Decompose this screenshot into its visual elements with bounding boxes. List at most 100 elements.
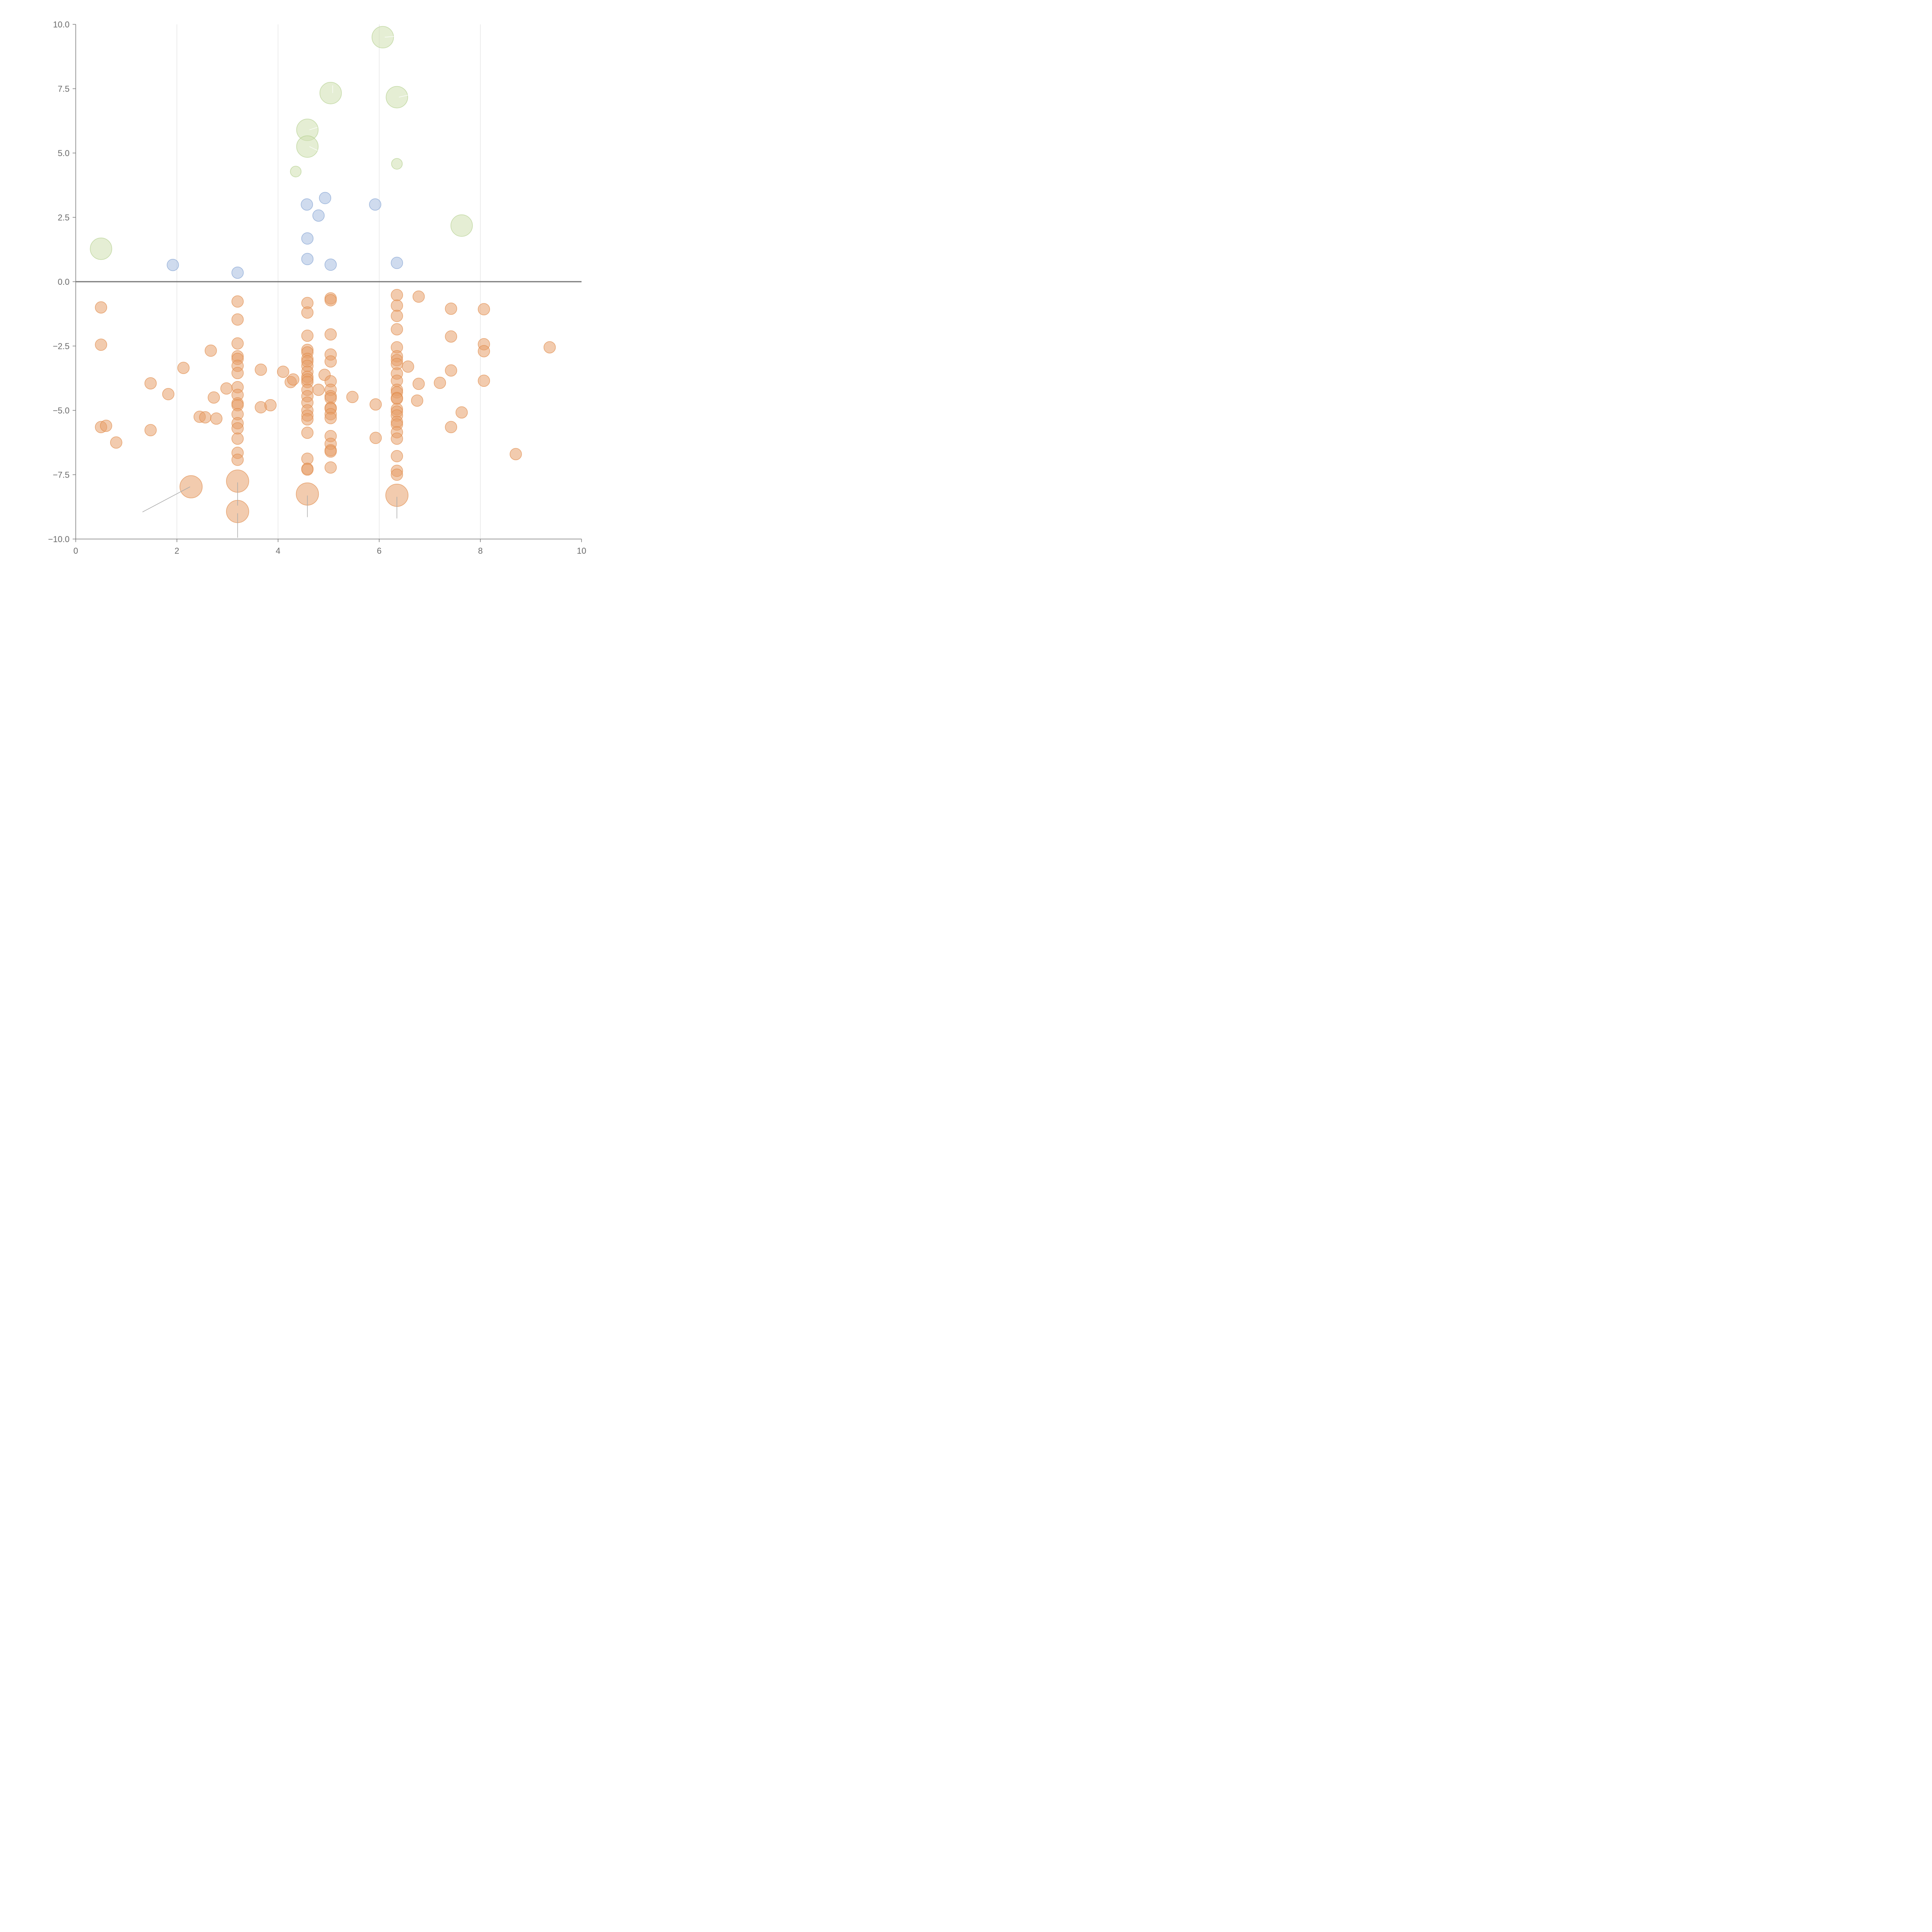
point-s0-107	[402, 361, 414, 373]
point-s0-120	[478, 374, 490, 387]
point-s0-34	[264, 399, 277, 412]
point-s0-60	[312, 383, 325, 396]
x-tick-label-4: 8	[478, 546, 483, 556]
y-tick-label-3: −2.5	[53, 342, 70, 351]
point-s1-0	[179, 475, 203, 498]
point-s0-3	[100, 420, 112, 432]
inner-stroke-3	[384, 36, 397, 38]
point-s0-0	[95, 301, 107, 314]
point-s0-121	[510, 448, 522, 460]
x-tick-label-0: 0	[73, 546, 78, 556]
point-s2-3	[301, 232, 314, 245]
point-s0-85	[391, 310, 403, 322]
point-s0-66	[324, 355, 337, 368]
point-s2-7	[324, 259, 337, 271]
point-s0-31	[231, 454, 244, 466]
point-s2-0	[167, 259, 179, 271]
point-s0-108	[411, 394, 423, 407]
point-s0-29	[231, 432, 244, 445]
point-s0-115	[445, 421, 457, 434]
point-s3-1	[391, 158, 403, 170]
point-s0-117	[478, 303, 490, 316]
point-s4-3	[319, 82, 342, 104]
x-tick-label-3: 6	[377, 546, 381, 556]
point-s0-28	[231, 422, 244, 435]
leader-lines	[142, 36, 408, 538]
point-s2-4	[301, 253, 314, 265]
point-s0-35	[277, 366, 289, 378]
point-s2-1	[231, 266, 244, 279]
point-s0-1	[95, 338, 107, 351]
point-s0-11	[204, 344, 217, 357]
point-s0-8	[177, 362, 190, 374]
y-tick-label-4: 0.0	[58, 277, 70, 287]
point-s0-55	[301, 413, 314, 426]
point-s0-17	[231, 337, 244, 350]
point-s0-84	[391, 299, 403, 312]
point-s0-6	[144, 424, 157, 437]
y-tick-label-2: −5.0	[53, 406, 70, 415]
inner-stroke-4	[399, 95, 408, 98]
point-s4-2	[296, 135, 319, 158]
point-s0-13	[210, 412, 223, 425]
leader-line-0	[142, 486, 190, 512]
point-s3-0	[290, 166, 302, 177]
inner-stroke-0	[309, 127, 318, 130]
point-s0-14	[220, 382, 233, 395]
point-s0-79	[324, 461, 337, 474]
point-s0-106	[391, 468, 403, 481]
y-tick-label-7: 7.5	[58, 84, 70, 94]
inner-stroke-1	[309, 146, 318, 151]
y-tick-label-5: 2.5	[58, 213, 70, 223]
point-s0-10	[199, 411, 211, 423]
point-s0-111	[434, 376, 446, 389]
x-tick-label-1: 2	[175, 546, 179, 556]
point-s0-12	[207, 391, 220, 404]
point-s0-116	[456, 406, 468, 419]
point-s0-113	[445, 330, 457, 343]
point-s0-103	[391, 432, 403, 445]
y-tick-label-8: 10.0	[53, 20, 70, 29]
point-s0-63	[324, 294, 337, 306]
scatter-chart: 0 2 4 6 8 10 −10.0 −7.5 −5.0 −2.5 0.0 2.5 5.0 7.5 10.0	[48, 20, 586, 556]
point-s0-78	[324, 445, 337, 458]
point-s2-8	[369, 198, 381, 211]
point-s0-64	[324, 328, 337, 341]
point-s0-21	[231, 367, 244, 379]
point-s0-74	[324, 412, 337, 424]
point-s0-114	[445, 364, 457, 377]
point-s2-6	[319, 192, 332, 204]
point-s4-4	[371, 26, 394, 49]
point-s0-56	[301, 427, 314, 439]
point-s0-40	[301, 330, 314, 342]
point-s0-80	[346, 391, 359, 403]
point-s0-81	[369, 398, 382, 411]
point-s0-39	[301, 306, 314, 319]
point-s0-7	[162, 388, 175, 400]
point-s0-15	[231, 295, 244, 308]
point-s0-110	[412, 378, 425, 390]
y-tick-label-0: −10.0	[48, 534, 70, 544]
point-s0-59	[301, 463, 314, 476]
point-s4-5	[386, 86, 408, 109]
point-s4-0	[90, 238, 112, 260]
point-s0-104	[391, 450, 403, 463]
point-s0-122	[543, 341, 556, 354]
tick-labels: 0 2 4 6 8 10 −10.0 −7.5 −5.0 −2.5 0.0 2.5 5.0 7.5 10.0	[48, 20, 586, 556]
point-s0-83	[391, 289, 403, 301]
point-s2-5	[312, 209, 325, 222]
point-s0-96	[391, 393, 403, 405]
point-s0-5	[144, 377, 157, 389]
point-s0-37	[287, 373, 299, 386]
point-s0-32	[255, 364, 267, 376]
point-s0-109	[412, 290, 425, 303]
point-s0-119	[478, 345, 490, 357]
y-tick-label-1: −7.5	[53, 470, 70, 480]
point-s0-86	[391, 323, 403, 335]
point-s0-4	[110, 436, 122, 449]
x-tick-label-5: 10	[577, 546, 586, 556]
point-s0-112	[445, 303, 457, 315]
point-s4-6	[451, 214, 473, 237]
y-tick-label-6: 5.0	[58, 148, 70, 158]
point-s2-2	[301, 198, 313, 211]
